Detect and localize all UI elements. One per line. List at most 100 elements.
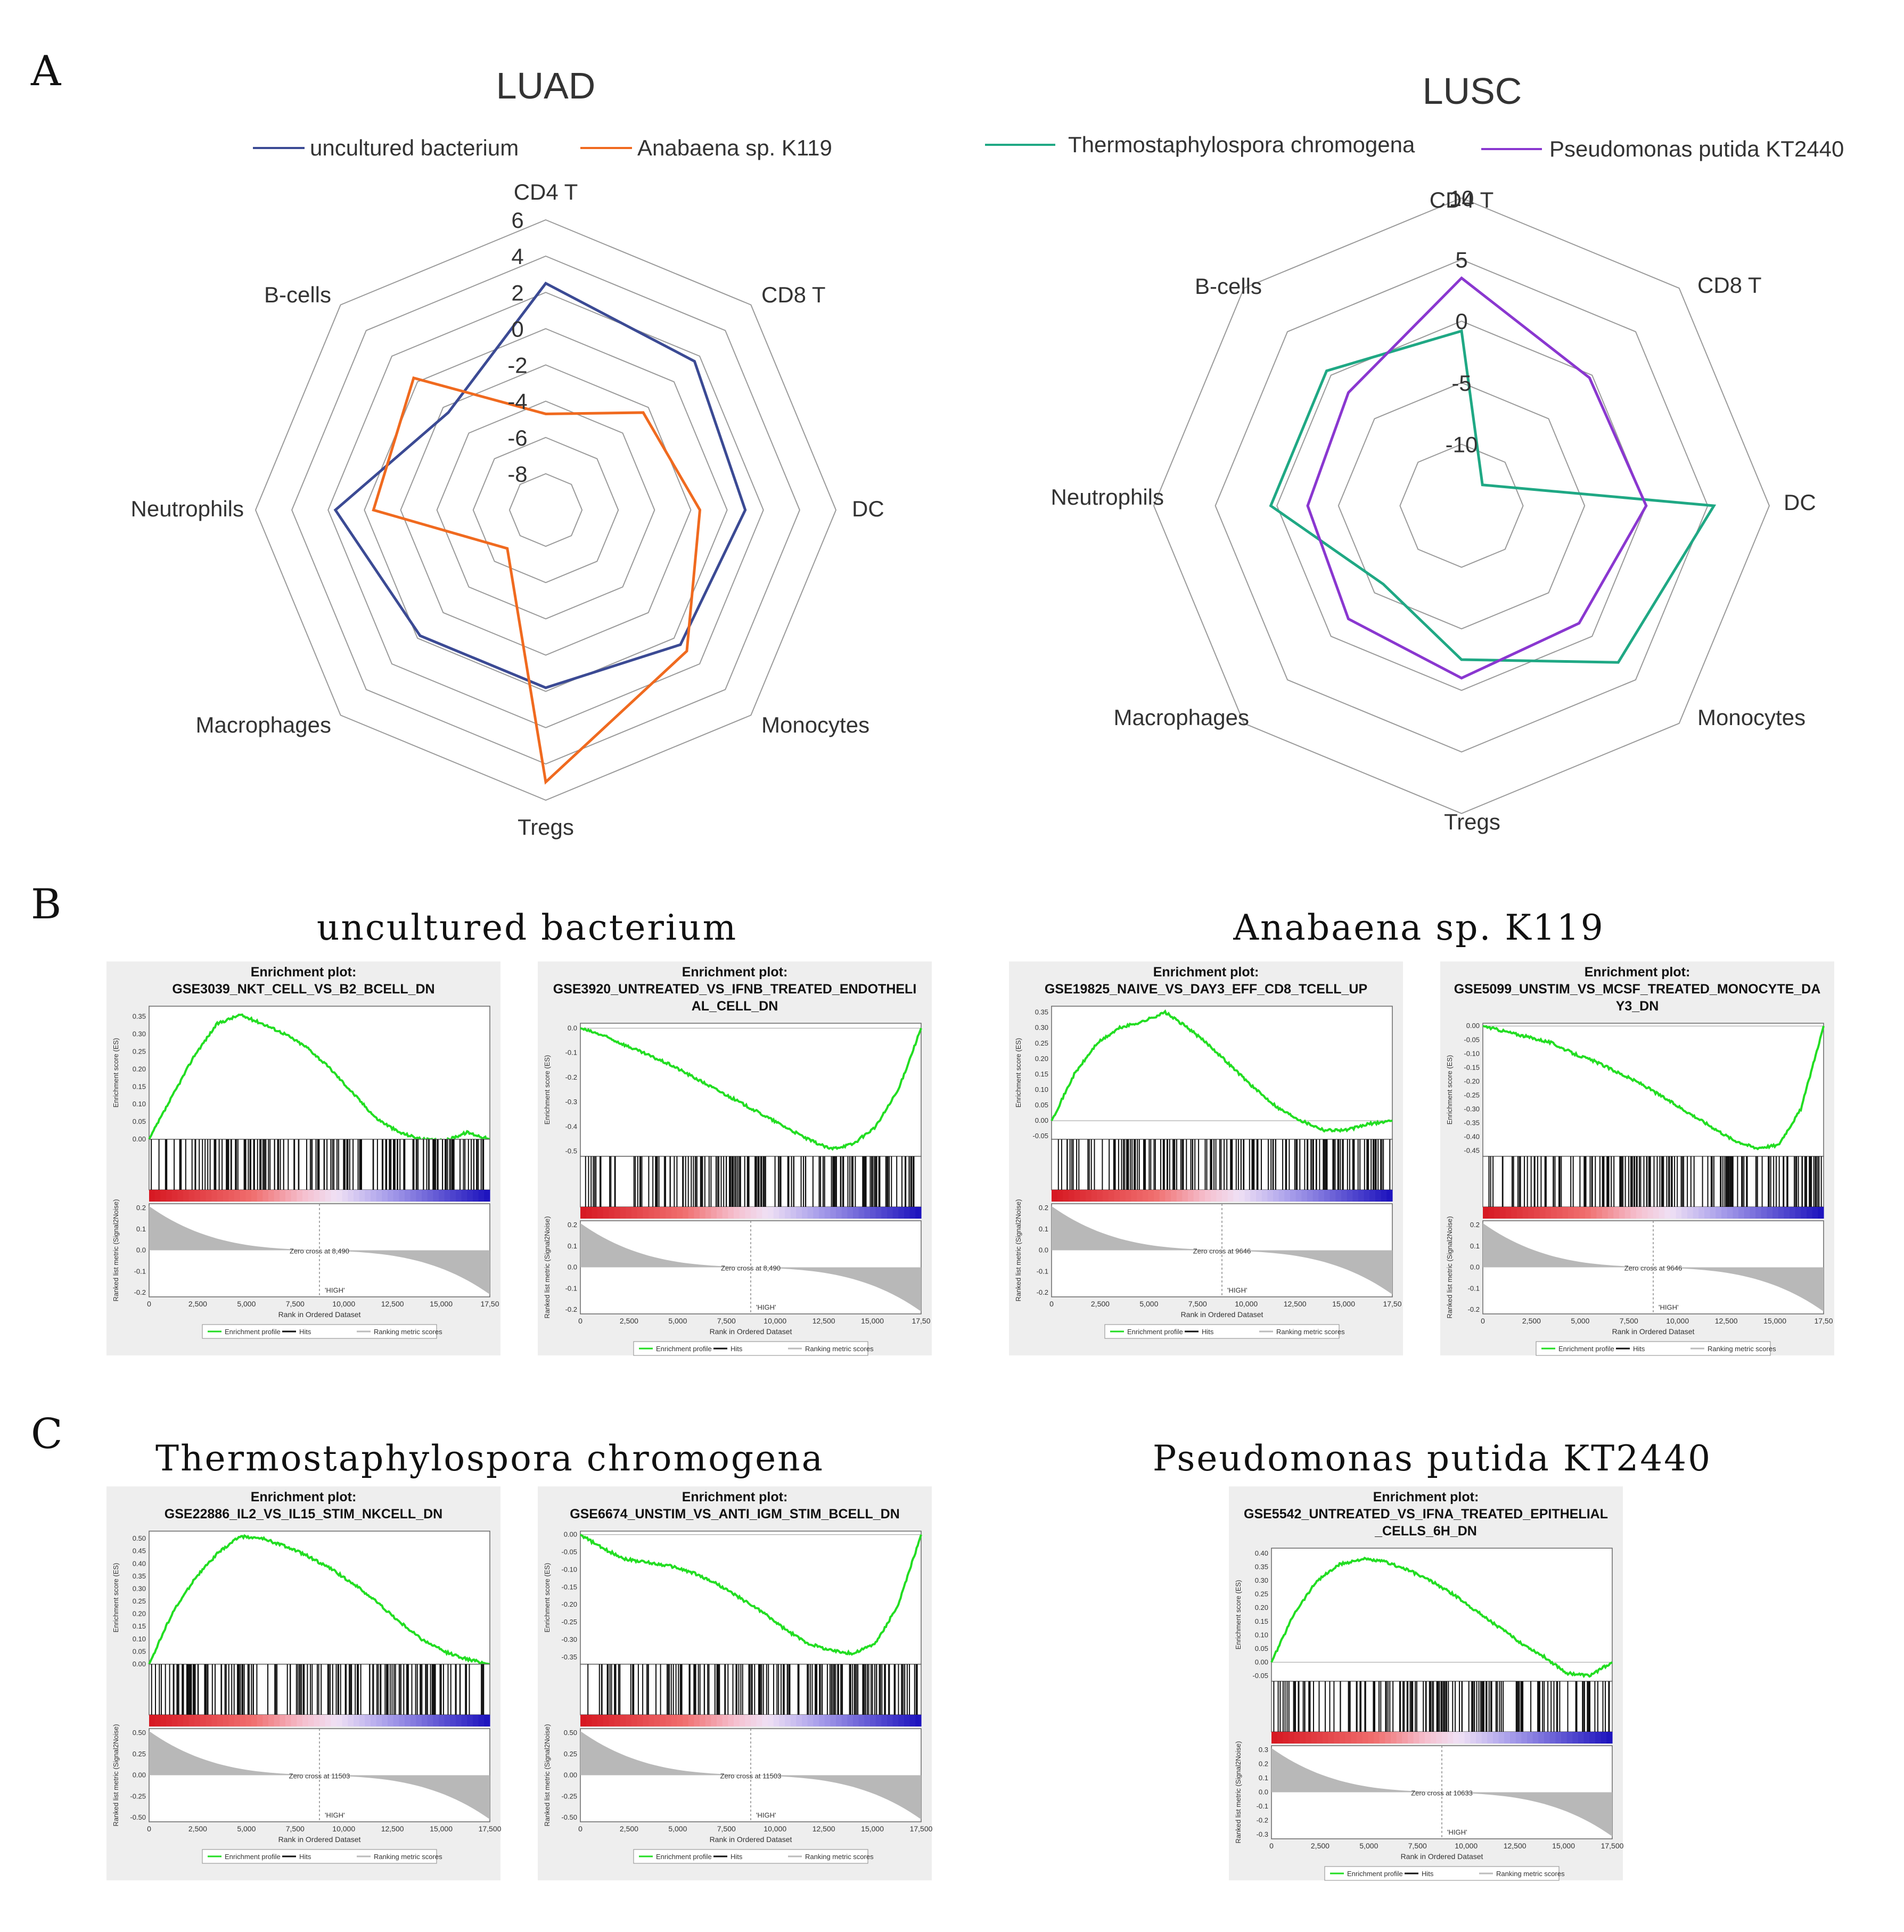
tick-label: 5 — [1455, 248, 1467, 273]
x-tick-label: 0 — [578, 1317, 582, 1325]
rank-gradient-segment — [904, 1207, 910, 1219]
x-tick-label: 7,500 — [286, 1300, 305, 1308]
rank-gradient-segment — [1334, 1732, 1340, 1744]
rank-gradient-segment — [1137, 1190, 1143, 1202]
x-tick-label: 5,000 — [237, 1300, 256, 1308]
enrichment-profile-line — [580, 1027, 922, 1151]
rank-gradient-segment — [1772, 1207, 1779, 1219]
es-tick-label: -0.05 — [1464, 1035, 1480, 1043]
rank-gradient-segment — [892, 1715, 899, 1727]
rank-gradient-segment — [1256, 1190, 1262, 1202]
rank-gradient-segment — [1227, 1190, 1234, 1202]
rank-gradient-segment — [858, 1715, 865, 1727]
rank-gradient-segment — [677, 1207, 683, 1219]
rank-gradient-segment — [217, 1715, 224, 1727]
rank-gradient-segment — [1391, 1732, 1397, 1744]
rank-gradient-segment — [1352, 1190, 1359, 1202]
rank-gradient-segment — [739, 1207, 745, 1219]
rank-gradient-segment — [245, 1190, 252, 1202]
es-tick-label: 0.00 — [564, 1531, 577, 1539]
rank-gradient-segment — [1659, 1207, 1665, 1219]
x-tick-label: 17,500 — [1601, 1841, 1624, 1850]
rank-gradient-segment — [211, 1190, 218, 1202]
rank-gradient-segment — [1340, 1732, 1346, 1744]
rank-gradient-segment — [1698, 1207, 1705, 1219]
rank-gradient-segment — [1300, 1732, 1306, 1744]
es-plot-area — [580, 1023, 922, 1157]
x-tick-label: 10,000 — [1235, 1300, 1258, 1308]
rank-gradient-segment — [768, 1715, 774, 1727]
es-tick-label: 0.10 — [1255, 1631, 1268, 1639]
rank-gradient-segment — [1267, 1190, 1274, 1202]
gsea-title: Enrichment plot: — [682, 965, 788, 980]
rank-gradient-segment — [1273, 1190, 1279, 1202]
rank-gradient-segment — [1425, 1732, 1431, 1744]
rank-gradient-segment — [1182, 1190, 1188, 1202]
rank-gradient-segment — [251, 1190, 258, 1202]
axis-label: CD4 T — [1430, 187, 1494, 212]
rank-tick-label: -0.2 — [1468, 1305, 1480, 1313]
rank-gradient-segment — [790, 1207, 797, 1219]
rank-gradient-segment — [853, 1207, 859, 1219]
rank-gradient-segment — [1549, 1732, 1556, 1744]
es-tick-label: 0.10 — [133, 1100, 146, 1108]
rank-axis-label: Ranked list metric (Signal2Noise) — [112, 1199, 120, 1301]
rank-gradient-segment — [1515, 1732, 1522, 1744]
rank-gradient-segment — [388, 1190, 394, 1202]
legend-label: Thermostaphylospora chromogena — [1068, 132, 1415, 157]
gsea-legend-label: Hits — [1633, 1345, 1645, 1353]
radar-title: LUSC — [1423, 70, 1522, 112]
rank-tick-label: 0.3 — [1259, 1746, 1268, 1754]
rank-gradient-segment — [813, 1207, 819, 1219]
x-tick-label: 12,500 — [381, 1300, 404, 1308]
high-label: 'HIGH' — [1447, 1828, 1467, 1836]
rank-gradient-segment — [1517, 1207, 1523, 1219]
gsea-title: GSE6674_UNSTIM_VS_ANTI_IGM_STIM_BCELL_DN — [570, 1507, 900, 1522]
radar-ring — [508, 473, 583, 547]
rank-gradient-segment — [597, 1715, 604, 1727]
rank-gradient-segment — [1335, 1190, 1342, 1202]
rank-axis-label: Ranked list metric (Signal2Noise) — [1234, 1741, 1242, 1843]
es-tick-label: 0.00 — [133, 1135, 146, 1143]
rank-gradient-segment — [1807, 1207, 1813, 1219]
rank-gradient-segment — [1795, 1207, 1801, 1219]
rank-gradient-segment — [637, 1715, 643, 1727]
radar-ring — [436, 400, 655, 620]
rank-gradient-segment — [824, 1207, 831, 1219]
rank-gradient-segment — [1505, 1207, 1512, 1219]
x-tick-label: 17,50 — [1814, 1317, 1833, 1325]
rank-gradient-segment — [597, 1207, 604, 1219]
rank-gradient-segment — [1755, 1207, 1762, 1219]
radar-ring — [1399, 443, 1524, 568]
gsea-plot: Enrichment plot: GSE3920_UNTREATED_VS_IFN… — [538, 961, 932, 1356]
rank-gradient-segment — [1103, 1190, 1109, 1202]
rank-gradient-segment — [371, 1190, 377, 1202]
rank-gradient-segment — [1216, 1190, 1222, 1202]
rank-gradient-segment — [308, 1190, 314, 1202]
x-tick-label: 5,000 — [237, 1824, 256, 1833]
rank-tick-label: -0.2 — [134, 1288, 146, 1296]
rank-gradient-segment — [1364, 1190, 1370, 1202]
es-tick-label: 0.30 — [133, 1584, 146, 1592]
rank-gradient-segment — [1436, 1732, 1442, 1744]
rank-gradient-segment — [1555, 1732, 1562, 1744]
x-tick-label: 10,000 — [1455, 1841, 1478, 1850]
rank-gradient-segment — [909, 1715, 916, 1727]
rank-gradient-segment — [342, 1190, 348, 1202]
gsea-title: GSE19825_NAIVE_VS_DAY3_EFF_CD8_TCELL_UP — [1045, 982, 1367, 997]
rank-gradient-segment — [1630, 1207, 1637, 1219]
rank-gradient-segment — [450, 1190, 456, 1202]
rank-gradient-segment — [393, 1715, 399, 1727]
rank-gradient-segment — [410, 1715, 416, 1727]
radar-luad: LUAD uncultured bacterium Anabaena sp. K… — [131, 65, 884, 840]
tick-label: -6 — [507, 425, 527, 450]
rank-gradient-segment — [376, 1190, 382, 1202]
es-tick-label: -0.5 — [565, 1147, 577, 1155]
rank-gradient-segment — [183, 1715, 190, 1727]
rank-gradient-segment — [257, 1715, 263, 1727]
gsea-legend-label: Hits — [731, 1345, 743, 1353]
rank-gradient-segment — [297, 1190, 303, 1202]
legend-entry: Anabaena sp. K119 — [580, 135, 832, 160]
es-tick-label: 0.15 — [1035, 1070, 1048, 1078]
